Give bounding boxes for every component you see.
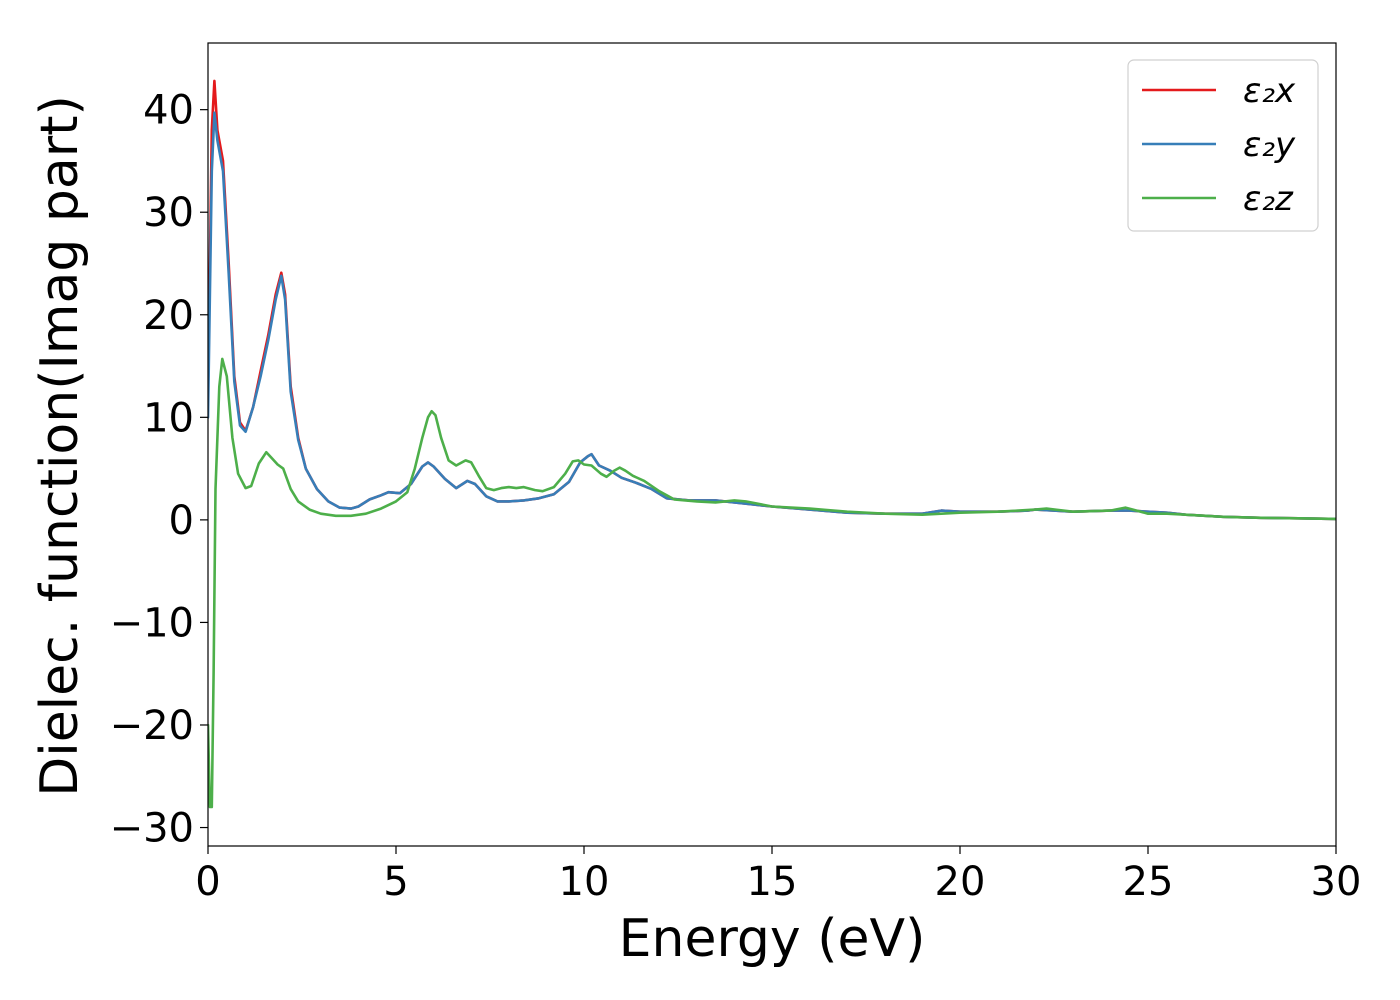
y-tick-label: 40 xyxy=(143,88,194,134)
x-tick-label: 15 xyxy=(747,859,798,905)
legend-label: ε₂z xyxy=(1243,179,1294,219)
x-tick-label: 20 xyxy=(935,859,986,905)
axis-ticks: 0 5 10 15 20 25 30 −30 −20 −10 0 10 20 30 40 xyxy=(110,88,1362,905)
legend-label: ε₂y xyxy=(1243,125,1296,165)
y-axis-title: Dielec. function(Imag part) xyxy=(30,95,90,797)
legend: ε₂x ε₂y ε₂z xyxy=(1127,59,1319,232)
legend-box xyxy=(1127,59,1319,232)
y-tick-label: −20 xyxy=(110,703,194,749)
legend-label: ε₂x xyxy=(1243,71,1296,111)
x-tick-label: 0 xyxy=(195,859,220,905)
y-tick-label: 20 xyxy=(143,293,194,339)
x-tick-label: 25 xyxy=(1123,859,1174,905)
y-tick-label: −10 xyxy=(110,600,194,646)
x-tick-label: 30 xyxy=(1311,859,1362,905)
x-tick-label: 5 xyxy=(383,859,408,905)
series-lines xyxy=(208,79,1336,809)
y-tick-label: 0 xyxy=(169,498,194,544)
y-tick-label: −30 xyxy=(110,806,194,852)
x-tick-label: 10 xyxy=(559,859,610,905)
x-axis-title: Energy (eV) xyxy=(619,909,926,969)
y-tick-label: 30 xyxy=(143,190,194,236)
y-tick-label: 10 xyxy=(143,395,194,441)
series-line-3 xyxy=(208,357,1336,809)
